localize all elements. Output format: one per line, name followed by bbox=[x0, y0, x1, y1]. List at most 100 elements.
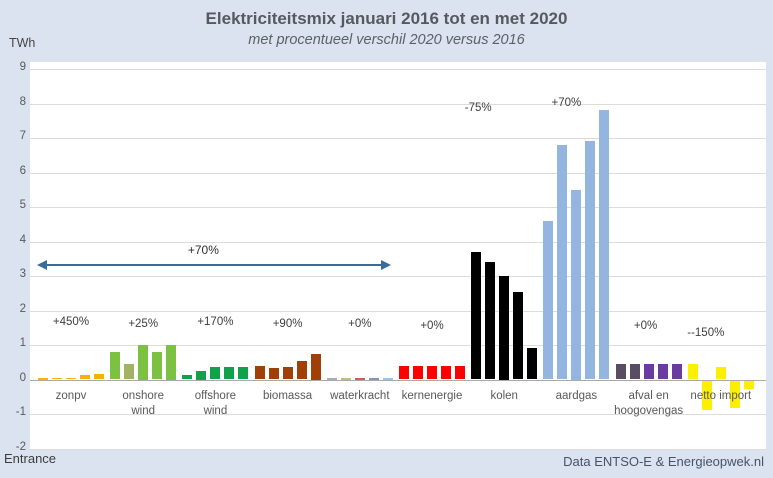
bar-onshore-wind-2016 bbox=[110, 351, 121, 380]
bar-offshore-wind-2019 bbox=[224, 367, 235, 380]
bar-netto-import-2016 bbox=[687, 363, 698, 380]
y-tick-label-4: 4 bbox=[19, 233, 26, 246]
bar-netto-import-2020 bbox=[743, 380, 754, 390]
gridline-9 bbox=[30, 69, 766, 70]
bar-biomassa-2020 bbox=[310, 353, 321, 380]
y-tick-label-6: 6 bbox=[19, 164, 26, 177]
y-tick-label-1: 1 bbox=[19, 337, 26, 349]
plot-area: +450% zonpv +25% onshore wind +170% offshore … bbox=[30, 62, 766, 450]
bar-kernenergie-2016 bbox=[399, 365, 409, 380]
gridline-6 bbox=[30, 172, 766, 174]
bar-aardgas-2017 bbox=[557, 144, 568, 380]
gridline-5 bbox=[30, 207, 766, 208]
gridline-4 bbox=[30, 241, 766, 243]
bar-onshore-wind-2019 bbox=[152, 351, 163, 380]
bar-waterkracht-2017 bbox=[340, 378, 351, 380]
bar-kernenergie-2018 bbox=[427, 365, 437, 380]
category-label: kernenergie bbox=[401, 389, 463, 402]
y-tick-label-9: 9 bbox=[19, 61, 26, 73]
bar-afval-en-hoogovengas-2018 bbox=[643, 363, 654, 380]
bar-biomassa-2016 bbox=[254, 365, 265, 380]
pct-change-label: -75% bbox=[464, 102, 492, 115]
gridline-8 bbox=[30, 103, 766, 105]
bar-afval-en-hoogovengas-2019 bbox=[657, 363, 668, 380]
bar-kolen-2016 bbox=[471, 251, 482, 380]
bar-biomassa-2018 bbox=[282, 367, 293, 380]
arrow-left-head-icon bbox=[37, 259, 47, 270]
bar-afval-en-hoogovengas-2016 bbox=[615, 363, 626, 380]
category-label: waterkracht bbox=[330, 389, 390, 402]
pct-change-label: +450% bbox=[52, 316, 90, 329]
gridline--1 bbox=[30, 414, 766, 415]
bar-onshore-wind-2020 bbox=[166, 345, 177, 380]
bar-kolen-2019 bbox=[513, 291, 524, 380]
bar-afval-en-hoogovengas-2017 bbox=[629, 363, 640, 380]
bar-biomassa-2017 bbox=[268, 368, 279, 380]
y-tick-label--1: -1 bbox=[15, 406, 26, 418]
page-subtitle: met procentueel verschil 2020 versus 201… bbox=[248, 32, 525, 48]
page-title: Elektriciteitsmix januari 2016 tot en me… bbox=[205, 9, 568, 28]
bar-netto-import-2017 bbox=[701, 380, 712, 410]
bar-aardgas-2019 bbox=[585, 141, 596, 380]
gridline--2 bbox=[30, 448, 766, 450]
bar-kernenergie-2017 bbox=[413, 365, 423, 380]
category-label: aardgas bbox=[555, 389, 598, 402]
pct-change-label: +0% bbox=[348, 318, 372, 331]
bar-aardgas-2020 bbox=[599, 110, 610, 380]
renewables-growth-label: +70% bbox=[187, 242, 219, 257]
bar-waterkracht-2018 bbox=[354, 378, 365, 380]
category-label: onshore wind bbox=[122, 389, 164, 417]
y-tick-label-7: 7 bbox=[19, 130, 26, 142]
bar-kolen-2018 bbox=[499, 276, 510, 380]
y-tick-label-0: 0 bbox=[19, 371, 26, 384]
category-label: zonpv bbox=[55, 389, 87, 402]
bar-kernenergie-2019 bbox=[441, 365, 451, 380]
bar-offshore-wind-2016 bbox=[182, 375, 193, 380]
bar-offshore-wind-2017 bbox=[196, 370, 207, 380]
bar-onshore-wind-2018 bbox=[138, 345, 149, 380]
bar-offshore-wind-2018 bbox=[210, 367, 221, 380]
y-axis-unit-label: TWh bbox=[9, 36, 36, 50]
bar-waterkracht-2020 bbox=[382, 378, 393, 380]
y-tick-label-2: 2 bbox=[19, 302, 26, 315]
bar-zonpv-2016 bbox=[38, 378, 48, 380]
gridline-2 bbox=[30, 310, 766, 312]
gridline-1 bbox=[30, 345, 766, 346]
category-label: afval en hoogovengas bbox=[614, 389, 684, 417]
bar-zonpv-2018 bbox=[66, 377, 76, 380]
y-tick-label--2: -2 bbox=[15, 440, 26, 453]
bar-zonpv-2020 bbox=[94, 374, 104, 380]
bar-netto-import-2018 bbox=[715, 367, 726, 380]
bar-waterkracht-2019 bbox=[368, 378, 379, 380]
pct-change-label: +90% bbox=[272, 318, 303, 331]
category-label: netto import bbox=[690, 389, 752, 402]
gridline-0 bbox=[30, 379, 766, 381]
pct-change-label: +25% bbox=[128, 318, 159, 331]
y-tick-label-5: 5 bbox=[19, 199, 26, 211]
pct-change-label: --150% bbox=[687, 326, 725, 339]
gridline-3 bbox=[30, 276, 766, 277]
category-label: biomassa bbox=[262, 389, 313, 402]
bar-onshore-wind-2017 bbox=[124, 363, 135, 380]
pct-change-label: +0% bbox=[420, 319, 444, 332]
bar-biomassa-2019 bbox=[296, 360, 307, 380]
bar-offshore-wind-2020 bbox=[238, 367, 249, 380]
y-tick-label-8: 8 bbox=[19, 95, 26, 108]
pct-change-label: +170% bbox=[197, 316, 234, 329]
gridline-7 bbox=[30, 138, 766, 139]
bar-zonpv-2019 bbox=[80, 375, 90, 380]
bar-aardgas-2018 bbox=[571, 189, 582, 380]
footer-data-source-label: Data ENTSO-E & Energieopwek.nl bbox=[563, 454, 764, 469]
bar-zonpv-2017 bbox=[52, 377, 62, 380]
category-label: kolen bbox=[490, 389, 518, 402]
category-label: offshore wind bbox=[194, 389, 237, 417]
bar-aardgas-2016 bbox=[543, 220, 554, 380]
renewables-growth-arrow bbox=[45, 263, 383, 266]
bar-kolen-2017 bbox=[485, 262, 496, 380]
pct-change-label: +0% bbox=[633, 319, 658, 332]
bar-kolen-2020 bbox=[527, 348, 538, 380]
arrow-right-head-icon bbox=[381, 259, 391, 270]
pct-change-label: +70% bbox=[551, 97, 582, 110]
bar-kernenergie-2020 bbox=[455, 365, 465, 380]
